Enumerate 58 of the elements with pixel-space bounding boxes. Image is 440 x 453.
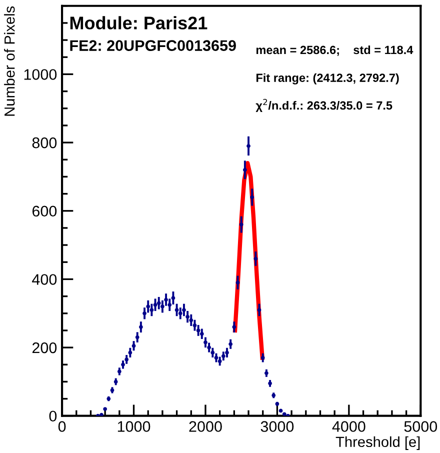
chart-title: Module: Paris21 — [70, 16, 208, 30]
point — [135, 335, 140, 340]
x-tick-label: 3000 — [260, 421, 294, 432]
point — [168, 302, 172, 307]
point — [124, 358, 129, 362]
y-tick-label: 200 — [32, 342, 57, 354]
point — [254, 256, 258, 261]
point — [132, 344, 136, 348]
point — [196, 328, 200, 332]
point — [204, 340, 208, 344]
point — [218, 359, 222, 364]
point — [225, 350, 229, 355]
point — [150, 308, 154, 312]
point — [214, 356, 218, 360]
annotation: mean = 2586.6; std = 118.4 — [256, 45, 414, 56]
point — [236, 280, 240, 285]
point — [210, 350, 215, 355]
point — [189, 318, 194, 322]
point — [153, 302, 158, 307]
point — [207, 346, 212, 350]
point — [178, 311, 182, 316]
point — [174, 308, 179, 312]
point — [156, 301, 161, 306]
point — [246, 144, 250, 148]
point — [142, 311, 146, 316]
annotation: χ$^{2}$/n.d.f.: 263.3/35.0 = 7.5 — [256, 98, 392, 112]
point — [146, 304, 150, 308]
y-axis-title: Number of Pixels — [4, 6, 15, 116]
point — [182, 308, 186, 312]
x-tick-label: 1000 — [118, 421, 150, 432]
y-tick-label: 400 — [32, 274, 57, 285]
point — [164, 298, 168, 302]
point — [242, 168, 247, 172]
point — [186, 314, 190, 319]
point — [228, 342, 233, 346]
y-tick-label: 800 — [32, 137, 57, 148]
x-tick-label: 4000 — [332, 421, 366, 432]
point — [200, 332, 204, 336]
y-tick-label: 1000 — [24, 69, 57, 80]
point — [128, 350, 132, 355]
point — [171, 296, 176, 300]
annotation: Fit range: (2412.3, 2792.7) — [256, 73, 399, 84]
y-tick-label: 600 — [32, 206, 57, 217]
y-tick-label: 0 — [49, 410, 57, 422]
point — [239, 222, 244, 226]
x-axis-title: Threshold [e] — [336, 436, 420, 450]
point — [221, 354, 226, 358]
point — [250, 195, 254, 200]
point — [192, 323, 197, 328]
point — [160, 304, 164, 308]
x-tick-label: 5000 — [404, 421, 438, 432]
point — [138, 325, 143, 329]
point — [232, 325, 236, 329]
point — [257, 308, 262, 312]
annotation: FE2: 20UPGFC0013659 — [70, 40, 236, 52]
x-tick-label: 2000 — [189, 421, 222, 432]
x-tick-label: 0 — [58, 421, 66, 432]
point — [260, 356, 265, 360]
